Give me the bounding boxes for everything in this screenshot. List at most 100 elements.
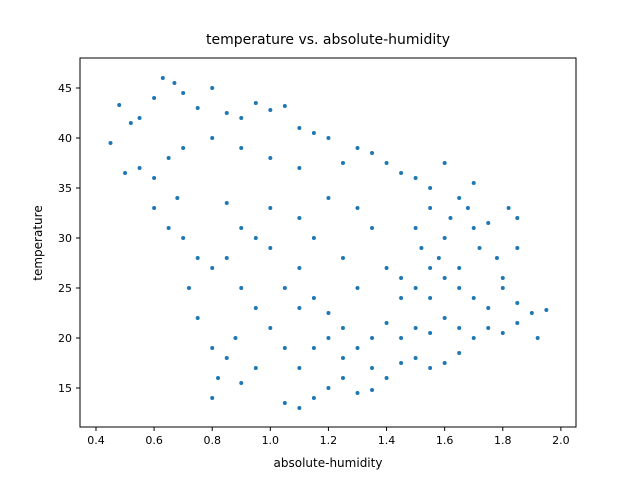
x-tick-label: 1.2	[320, 434, 338, 447]
scatter-point	[340, 256, 345, 260]
scatter-point	[268, 108, 273, 112]
scatter-point	[457, 286, 462, 290]
scatter-point	[535, 336, 540, 340]
x-tick-label: 0.4	[87, 434, 105, 447]
scatter-point	[471, 296, 476, 300]
scatter-point	[370, 226, 375, 230]
scatter-point	[166, 226, 171, 230]
scatter-point	[340, 376, 345, 380]
scatter-point	[340, 326, 345, 330]
scatter-point	[297, 216, 302, 220]
y-tick-label: 20	[58, 332, 72, 345]
scatter-point	[239, 286, 244, 290]
scatter-point	[297, 306, 302, 310]
scatter-point	[370, 336, 375, 340]
scatter-point	[297, 126, 302, 130]
scatter-point	[311, 296, 316, 300]
scatter-point	[268, 326, 273, 330]
scatter-point	[326, 311, 331, 315]
scatter-point	[500, 286, 505, 290]
scatter-point	[442, 236, 447, 240]
scatter-point	[442, 361, 447, 365]
scatter-point	[340, 356, 345, 360]
scatter-point	[471, 226, 476, 230]
scatter-point	[224, 356, 229, 360]
x-axis-label: absolute-humidity	[274, 456, 383, 470]
scatter-point	[175, 196, 180, 200]
scatter-point	[152, 206, 157, 210]
scatter-point	[233, 336, 238, 340]
scatter-point	[457, 196, 462, 200]
scatter-point	[428, 296, 433, 300]
scatter-point	[428, 206, 433, 210]
scatter-point	[442, 276, 447, 280]
scatter-point	[370, 151, 375, 155]
x-tick-label: 0.8	[203, 434, 221, 447]
plot-area	[108, 76, 549, 410]
scatter-point	[282, 286, 287, 290]
scatter-point	[399, 171, 404, 175]
scatter-point	[413, 356, 418, 360]
scatter-point	[428, 266, 433, 270]
scatter-point	[239, 226, 244, 230]
scatter-point	[457, 266, 462, 270]
x-tick-label: 1.0	[262, 434, 280, 447]
scatter-point	[117, 103, 122, 107]
scatter-point	[311, 396, 316, 400]
scatter-point	[210, 346, 215, 350]
y-axis-label: temperature	[31, 205, 45, 280]
x-tick-label: 1.4	[378, 434, 396, 447]
scatter-point	[399, 276, 404, 280]
scatter-point	[413, 226, 418, 230]
scatter-point	[399, 296, 404, 300]
scatter-point	[216, 376, 221, 380]
x-tick-label: 0.6	[145, 434, 163, 447]
scatter-point	[413, 286, 418, 290]
scatter-point	[486, 306, 491, 310]
scatter-point	[282, 346, 287, 350]
scatter-point	[224, 256, 229, 260]
y-tick-label: 45	[58, 82, 72, 95]
scatter-point	[428, 331, 433, 335]
scatter-point	[529, 311, 534, 315]
scatter-point	[500, 276, 505, 280]
scatter-point	[311, 346, 316, 350]
scatter-point	[355, 346, 360, 350]
scatter-point	[268, 206, 273, 210]
scatter-point	[370, 366, 375, 370]
scatter-point	[355, 206, 360, 210]
scatter-point	[457, 351, 462, 355]
scatter-point	[282, 104, 287, 108]
scatter-point	[340, 161, 345, 165]
scatter-point	[486, 326, 491, 330]
scatter-point	[268, 156, 273, 160]
scatter-point	[471, 336, 476, 340]
scatter-point	[181, 236, 186, 240]
scatter-point	[186, 286, 191, 290]
y-tick-label: 30	[58, 232, 72, 245]
scatter-point	[152, 176, 157, 180]
scatter-point	[442, 316, 447, 320]
scatter-point	[384, 161, 389, 165]
scatter-point	[500, 331, 505, 335]
scatter-point	[152, 96, 157, 100]
scatter-point	[311, 236, 316, 240]
scatter-point	[448, 216, 453, 220]
scatter-point	[506, 206, 511, 210]
scatter-point	[384, 321, 389, 325]
scatter-point	[239, 381, 244, 385]
scatter-point	[172, 81, 177, 85]
scatter-point	[224, 111, 229, 115]
scatter-point	[181, 146, 186, 150]
scatter-point	[128, 121, 133, 125]
scatter-point	[442, 161, 447, 165]
scatter-point	[268, 246, 273, 250]
scatter-point	[195, 256, 200, 260]
scatter-point	[181, 91, 186, 95]
scatter-point	[477, 246, 482, 250]
scatter-point	[239, 146, 244, 150]
scatter-point	[515, 246, 520, 250]
scatter-point	[326, 196, 331, 200]
